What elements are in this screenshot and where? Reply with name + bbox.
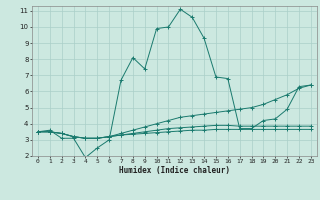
X-axis label: Humidex (Indice chaleur): Humidex (Indice chaleur) bbox=[119, 166, 230, 175]
